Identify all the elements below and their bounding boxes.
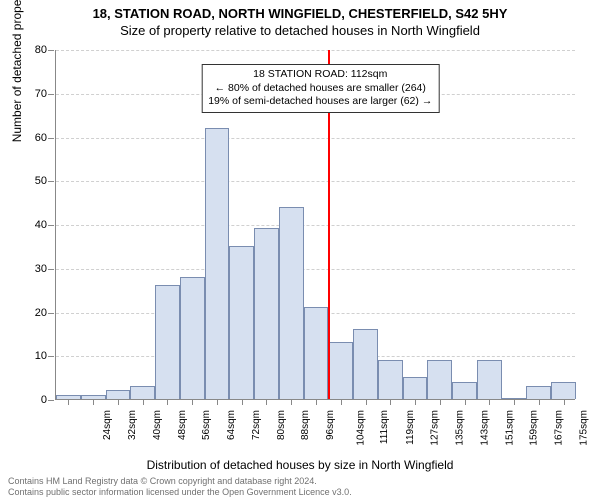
x-tick bbox=[390, 399, 391, 405]
x-tick bbox=[341, 399, 342, 405]
gridline bbox=[56, 181, 575, 182]
x-tick bbox=[143, 399, 144, 405]
y-tick-label: 80 bbox=[22, 44, 47, 56]
x-tick bbox=[68, 399, 69, 405]
footer-line1: Contains HM Land Registry data © Crown c… bbox=[8, 476, 352, 487]
x-tick-label: 151sqm bbox=[504, 410, 515, 446]
histogram-bar bbox=[229, 246, 254, 399]
x-tick bbox=[192, 399, 193, 405]
x-tick-label: 127sqm bbox=[430, 410, 441, 446]
gridline bbox=[56, 138, 575, 139]
x-tick-label: 104sqm bbox=[356, 410, 367, 446]
x-tick-label: 56sqm bbox=[201, 410, 212, 440]
x-tick bbox=[539, 399, 540, 405]
histogram-bar bbox=[328, 342, 353, 399]
annotation-box: 18 STATION ROAD: 112sqm← 80% of detached… bbox=[201, 64, 439, 113]
x-tick-label: 96sqm bbox=[325, 410, 336, 440]
annotation-line2: ← 80% of detached houses are smaller (26… bbox=[208, 82, 432, 96]
x-tick bbox=[514, 399, 515, 405]
plot-area: 0102030405060708024sqm32sqm40sqm48sqm56s… bbox=[55, 50, 575, 400]
y-tick bbox=[48, 400, 54, 401]
histogram-bar bbox=[254, 228, 279, 399]
x-tick bbox=[316, 399, 317, 405]
x-tick-label: 88sqm bbox=[300, 410, 311, 440]
x-tick-label: 143sqm bbox=[479, 410, 490, 446]
x-tick-label: 24sqm bbox=[102, 410, 113, 440]
y-tick bbox=[48, 356, 54, 357]
y-tick-label: 50 bbox=[22, 175, 47, 187]
x-tick-label: 175sqm bbox=[578, 410, 589, 446]
gridline bbox=[56, 269, 575, 270]
x-tick-label: 119sqm bbox=[404, 410, 415, 445]
y-tick-label: 70 bbox=[22, 88, 47, 100]
gridline bbox=[56, 225, 575, 226]
x-tick bbox=[564, 399, 565, 405]
histogram-bar bbox=[378, 360, 403, 399]
x-tick bbox=[489, 399, 490, 405]
x-tick-label: 40sqm bbox=[152, 410, 163, 440]
y-tick-label: 10 bbox=[22, 350, 47, 362]
x-tick bbox=[118, 399, 119, 405]
x-tick bbox=[415, 399, 416, 405]
histogram-bar bbox=[304, 307, 329, 399]
annotation-line3: 19% of semi-detached houses are larger (… bbox=[208, 95, 432, 109]
histogram-bar bbox=[130, 386, 155, 399]
annotation-line1: 18 STATION ROAD: 112sqm bbox=[208, 68, 432, 82]
chart-title-address: 18, STATION ROAD, NORTH WINGFIELD, CHEST… bbox=[0, 0, 600, 21]
y-tick-label: 60 bbox=[22, 132, 47, 144]
x-tick bbox=[93, 399, 94, 405]
y-tick-label: 20 bbox=[22, 307, 47, 319]
y-tick bbox=[48, 94, 54, 95]
x-tick-label: 80sqm bbox=[276, 410, 287, 440]
x-tick-label: 32sqm bbox=[127, 410, 138, 440]
x-tick-label: 167sqm bbox=[554, 410, 565, 446]
x-tick bbox=[266, 399, 267, 405]
x-tick bbox=[465, 399, 466, 405]
y-tick bbox=[48, 313, 54, 314]
histogram-bar bbox=[427, 360, 452, 399]
histogram-bar bbox=[477, 360, 502, 399]
y-tick-label: 40 bbox=[22, 219, 47, 231]
x-tick bbox=[366, 399, 367, 405]
x-axis-label: Distribution of detached houses by size … bbox=[0, 458, 600, 472]
chart-subtitle: Size of property relative to detached ho… bbox=[0, 21, 600, 38]
x-tick-label: 135sqm bbox=[455, 410, 466, 446]
histogram-bar bbox=[526, 386, 551, 399]
histogram-bar bbox=[279, 207, 304, 400]
gridline bbox=[56, 50, 575, 51]
y-tick bbox=[48, 138, 54, 139]
x-tick-label: 159sqm bbox=[529, 410, 540, 446]
copyright-footer: Contains HM Land Registry data © Crown c… bbox=[8, 476, 352, 498]
histogram-bar bbox=[551, 382, 576, 400]
histogram-bar bbox=[205, 128, 230, 399]
histogram-chart: 18, STATION ROAD, NORTH WINGFIELD, CHEST… bbox=[0, 0, 600, 500]
y-tick bbox=[48, 50, 54, 51]
y-tick bbox=[48, 181, 54, 182]
y-tick bbox=[48, 269, 54, 270]
x-tick bbox=[242, 399, 243, 405]
y-tick bbox=[48, 225, 54, 226]
y-axis-label: Number of detached properties bbox=[10, 0, 24, 142]
y-tick-label: 30 bbox=[22, 263, 47, 275]
histogram-bar bbox=[452, 382, 477, 400]
x-tick-label: 111sqm bbox=[379, 410, 390, 444]
x-tick-label: 48sqm bbox=[177, 410, 188, 440]
x-tick-label: 64sqm bbox=[226, 410, 237, 440]
x-tick bbox=[217, 399, 218, 405]
x-tick bbox=[167, 399, 168, 405]
histogram-bar bbox=[155, 285, 180, 399]
histogram-bar bbox=[353, 329, 378, 399]
footer-line2: Contains public sector information licen… bbox=[8, 487, 352, 498]
histogram-bar bbox=[180, 277, 205, 400]
x-tick-label: 72sqm bbox=[251, 410, 262, 440]
histogram-bar bbox=[403, 377, 428, 399]
x-tick bbox=[291, 399, 292, 405]
histogram-bar bbox=[106, 390, 131, 399]
y-tick-label: 0 bbox=[22, 394, 47, 406]
x-tick bbox=[440, 399, 441, 405]
